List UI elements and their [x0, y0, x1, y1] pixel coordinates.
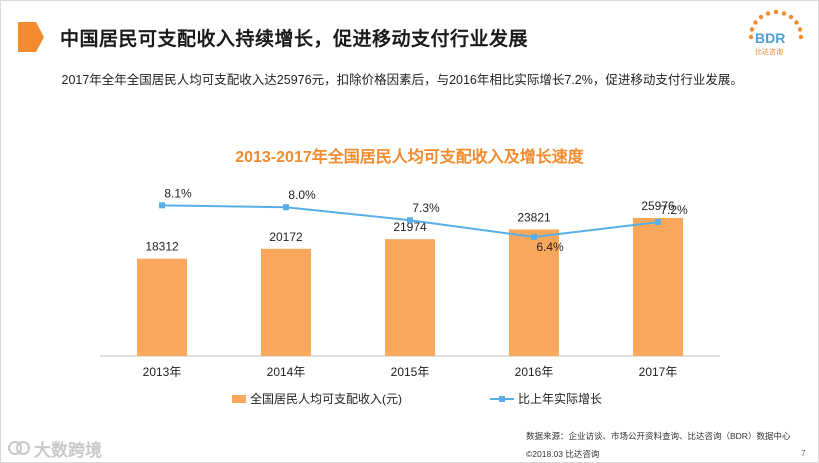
chart-legend: 全国居民人均可支配收入(元) 比上年实际增长	[232, 390, 690, 407]
growth-point-2015年	[407, 217, 413, 224]
bar-2016年	[509, 229, 559, 356]
logo-subtext: 比达咨询	[755, 49, 783, 56]
bar-2013年	[137, 258, 187, 356]
x-tick-label: 2014年	[267, 365, 306, 379]
growth-label: 8.1%	[164, 186, 192, 200]
bar-2015年	[385, 239, 435, 356]
growth-label: 7.3%	[412, 201, 440, 215]
legend-line-label: 比上年实际增长	[518, 392, 603, 406]
growth-label: 8.0%	[288, 188, 316, 202]
legend-item-line: 比上年实际增长	[490, 390, 602, 407]
legend-item-bar: 全国居民人均可支配收入(元)	[232, 390, 402, 407]
page-title: 中国居民可支配收入持续增长，促进移动支付行业发展	[60, 29, 529, 50]
bar-label: 20172	[269, 230, 303, 244]
growth-label: 6.4%	[536, 240, 564, 254]
bar-label: 21974	[393, 220, 427, 234]
x-tick-label: 2016年	[515, 365, 554, 379]
legend-bar-label: 全国居民人均可支配收入(元)	[250, 392, 402, 406]
growth-point-2016年	[531, 233, 537, 240]
x-tick-label: 2013年	[143, 365, 182, 379]
bar-label: 23821	[517, 210, 551, 224]
watermark-icon	[8, 441, 30, 455]
bar-label: 25976	[641, 199, 675, 213]
description-text: 2017年全年全国居民人均可支配收入达25976元，扣除价格因素后，与2016年…	[61, 73, 743, 87]
growth-label: 7.2%	[660, 203, 688, 217]
copyright: ©2018.03 比达咨询	[526, 449, 600, 459]
logo-text: BDR	[755, 30, 786, 46]
growth-point-2013年	[159, 202, 165, 209]
chart-title: 2013-2017年全国居民人均可支配收入及增长速度	[235, 149, 584, 166]
bar-2017年	[633, 217, 683, 356]
growth-point-2014年	[283, 204, 289, 211]
legend-line-swatch	[490, 395, 514, 402]
bar-2014年	[261, 248, 311, 356]
x-tick-label: 2017年	[639, 365, 678, 379]
watermark-text: 大数跨境	[34, 441, 102, 460]
title-marker-icon	[18, 22, 44, 52]
bar-label: 18312	[145, 240, 179, 254]
income-chart: 18312 20172 21974 23821 25976 2013年 2014年 2015年…	[100, 186, 720, 379]
bdr-logo-icon	[748, 9, 804, 40]
legend-bar-swatch	[232, 394, 246, 403]
data-source: 数据来源：企业访谈、市场公开资料查询、比达咨询（BDR）数据中心	[526, 431, 791, 441]
x-tick-label: 2015年	[391, 365, 430, 379]
growth-point-2017年	[655, 219, 661, 226]
page-number: 7	[801, 448, 806, 458]
